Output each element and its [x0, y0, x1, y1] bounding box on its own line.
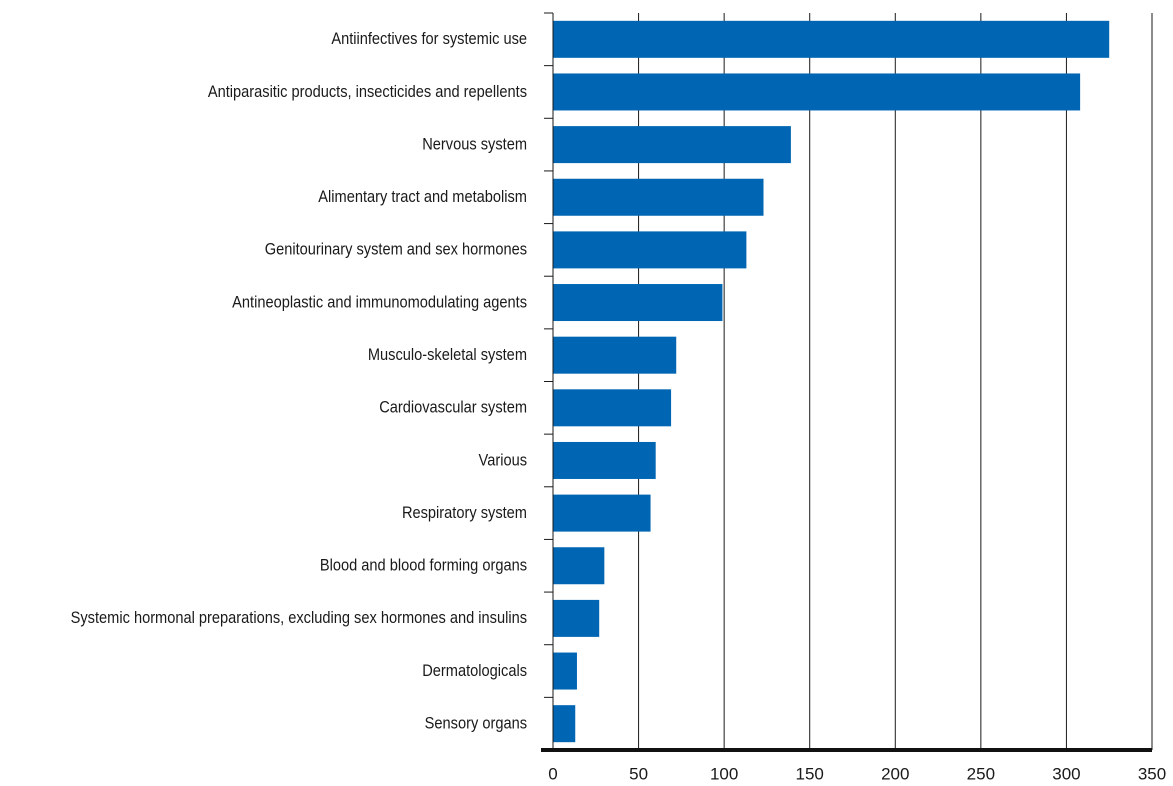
bar-8 [553, 389, 672, 427]
bars [553, 20, 1110, 743]
category-label-9: Various [479, 451, 528, 469]
x-tick-label-200: 200 [881, 765, 909, 784]
x-tick-label-50: 50 [629, 765, 648, 784]
bar-14 [553, 705, 576, 743]
bar-10 [553, 494, 651, 532]
x-tick-label-150: 150 [796, 765, 824, 784]
category-label-10: Respiratory system [402, 504, 527, 522]
bar-6 [553, 284, 723, 322]
axes [541, 12, 1152, 752]
bar-11 [553, 547, 605, 585]
category-label-2: Antiparasitic products, insecticides and… [208, 83, 527, 101]
x-tick-label-250: 250 [967, 765, 995, 784]
bar-5 [553, 231, 747, 269]
category-label-14: Sensory organs [425, 715, 527, 733]
bar-3 [553, 126, 791, 164]
gridlines [638, 13, 1153, 750]
category-label-8: Cardiovascular system [379, 399, 527, 417]
bar-1 [553, 20, 1110, 58]
bar-9 [553, 441, 656, 479]
category-labels: Antiinfectives for systemic use Antiparas… [71, 30, 528, 733]
category-label-5: Genitourinary system and sex hormones [265, 241, 527, 259]
bar-4 [553, 178, 764, 216]
x-tick-label-350: 350 [1138, 765, 1166, 784]
x-tick-label-0: 0 [548, 765, 557, 784]
category-label-3: Nervous system [422, 135, 527, 153]
category-label-13: Dermatologicals [422, 662, 527, 680]
bar-2 [553, 73, 1081, 111]
category-label-1: Antiinfectives for systemic use [331, 30, 527, 48]
category-label-7: Musculo-skeletal system [368, 346, 527, 364]
bar-13 [553, 652, 577, 690]
bar-7 [553, 336, 677, 374]
bar-12 [553, 599, 600, 637]
category-label-11: Blood and blood forming organs [320, 557, 527, 575]
x-tick-label-100: 100 [710, 765, 738, 784]
category-label-4: Alimentary tract and metabolism [318, 188, 527, 206]
x-tick-labels: 0 50 100 150 200 250 300 350 [548, 765, 1166, 784]
category-label-6: Antineoplastic and immunomodulating agen… [232, 293, 527, 311]
category-label-12: Systemic hormonal preparations, excludin… [71, 609, 527, 627]
x-tick-label-300: 300 [1052, 765, 1080, 784]
